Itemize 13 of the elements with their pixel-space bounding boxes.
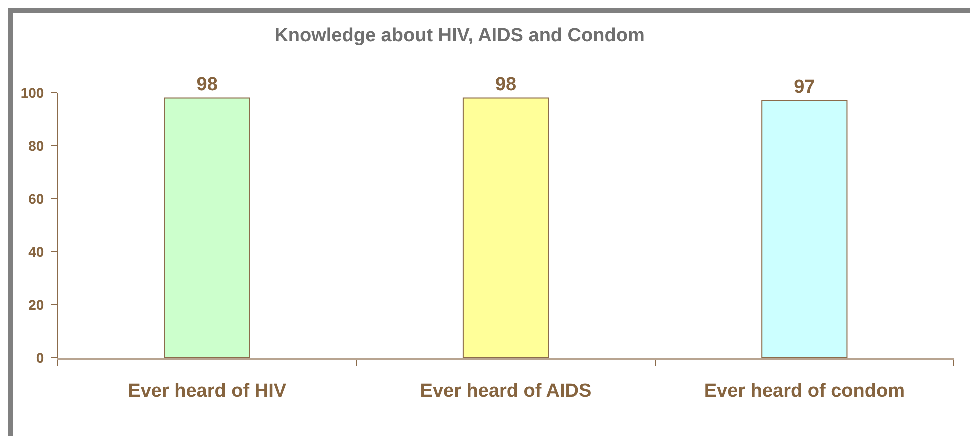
y-tick-label: 0 [36,350,44,366]
chart-title: Knowledge about HIV, AIDS and Condom [274,26,645,47]
y-tick-label: 80 [28,138,44,154]
x-tick-label: Ever heard of AIDS [420,380,592,402]
y-tick-label: 60 [28,190,44,207]
x-tick-label: Ever heard of HIV [128,380,287,402]
data-label: 98 [495,74,517,96]
x-tick-label: Ever heard of condom [704,380,905,402]
y-tick-label: 20 [28,296,44,313]
data-label: 97 [794,76,816,98]
data-label: 98 [196,74,218,96]
y-tick-label: 40 [28,244,44,260]
y-tick-label: 100 [20,84,44,101]
